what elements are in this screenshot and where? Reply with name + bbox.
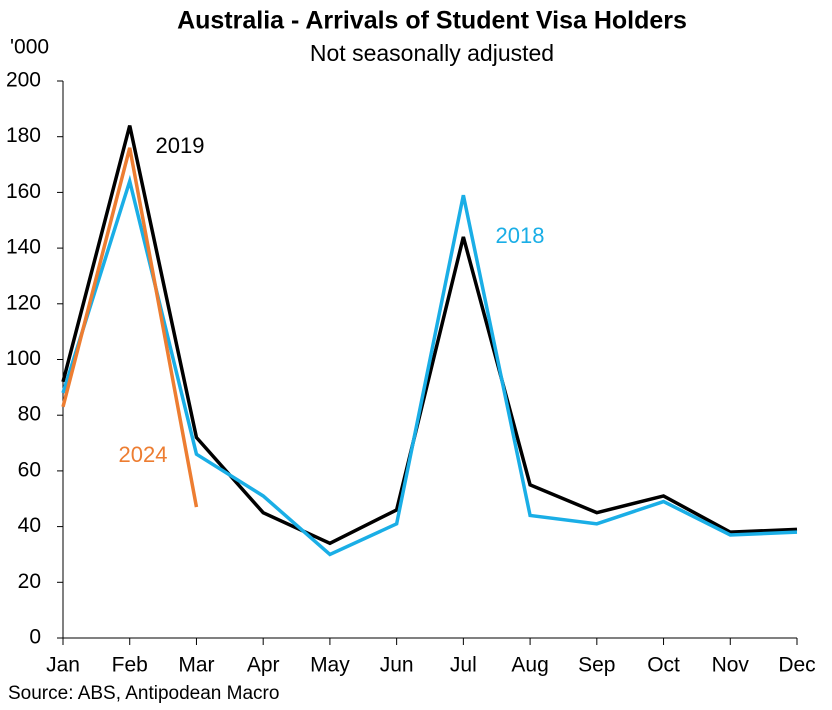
- chart-title: Australia - Arrivals of Student Visa Hol…: [177, 7, 687, 35]
- series-label: 2024: [119, 442, 168, 467]
- x-tick-label: Oct: [647, 654, 680, 677]
- y-tick-label: 200: [6, 69, 41, 92]
- x-tick-label: Aug: [511, 654, 548, 677]
- y-tick-label: 140: [6, 236, 41, 259]
- series-line: [61, 174, 798, 557]
- x-tick-label: Dec: [778, 654, 815, 677]
- x-tick-label: Jan: [46, 654, 80, 677]
- x-tick-label: Mar: [178, 654, 214, 677]
- x-tick-label: Jul: [450, 654, 477, 677]
- series-label: 2018: [496, 223, 545, 248]
- y-unit: '000: [10, 36, 49, 59]
- x-tick-label: May: [310, 654, 350, 677]
- x-tick-label: Sep: [578, 654, 615, 677]
- series-label: 2019: [156, 133, 205, 158]
- x-tick-label: Jun: [380, 654, 414, 677]
- series-line: [61, 147, 199, 508]
- y-tick-label: 40: [18, 514, 41, 537]
- chart-subtitle: Not seasonally adjusted: [310, 40, 554, 66]
- source: Source: ABS, Antipodean Macro: [8, 683, 279, 704]
- y-tick-label: 20: [18, 570, 41, 593]
- x-tick-label: Nov: [712, 654, 750, 677]
- series-line: [61, 125, 798, 546]
- y-tick-label: 80: [18, 403, 41, 426]
- y-tick-label: 120: [6, 291, 41, 314]
- y-tick-label: 100: [6, 347, 41, 370]
- y-tick-label: 60: [18, 458, 41, 481]
- x-tick-label: Apr: [247, 654, 280, 677]
- y-tick-label: 160: [6, 180, 41, 203]
- x-tick-label: Feb: [112, 654, 148, 677]
- y-tick-label: 180: [6, 124, 41, 147]
- y-tick-label: 0: [29, 626, 41, 649]
